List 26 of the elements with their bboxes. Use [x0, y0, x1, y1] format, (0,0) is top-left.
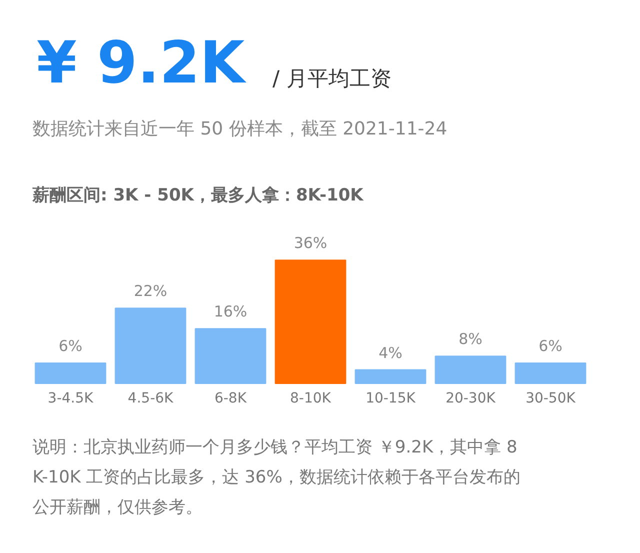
data-label: 8%: [458, 330, 482, 348]
text: 薪酬区间: 3K - 50K，最多人拿：8K-10K: [32, 186, 364, 206]
chart-title: ¥ 9.2K: [36, 28, 247, 96]
chart-subtitle: / 月平均工资: [272, 66, 392, 90]
data-label: 6%: [538, 336, 562, 355]
bar: [514, 362, 586, 384]
bar: [114, 308, 186, 384]
bar: [434, 356, 506, 384]
data-label: 22%: [134, 282, 168, 300]
x-tick-label: 10-15K: [366, 390, 416, 406]
bar: [34, 362, 106, 384]
x-tick-label: 3-4.5K: [48, 390, 94, 406]
data-label: 36%: [294, 234, 328, 252]
x-tick-label: 20-30K: [446, 390, 496, 406]
data-label: 16%: [214, 302, 248, 321]
bar: [354, 369, 426, 384]
text: 数据统计来自近一年 50 份样本，截至 2021-11-24: [32, 118, 448, 140]
data-label: 4%: [378, 344, 402, 362]
text: 说明：北京执业药师一个月多少钱？平均工资 ￥9.2K，其中拿 8K-10K 工资的占比最多，达 36%，数据统计依赖于各平台发布的公开薪酬，仅供参考。: [32, 438, 520, 518]
x-tick-label: 8-10K: [290, 390, 332, 406]
x-tick-label: 30-50K: [526, 390, 576, 406]
bar: [194, 328, 266, 384]
bar: [274, 260, 346, 384]
data-label: 6%: [58, 336, 82, 355]
x-tick-label: 6-8K: [214, 390, 248, 406]
x-tick-label: 4.5-6K: [128, 390, 174, 406]
